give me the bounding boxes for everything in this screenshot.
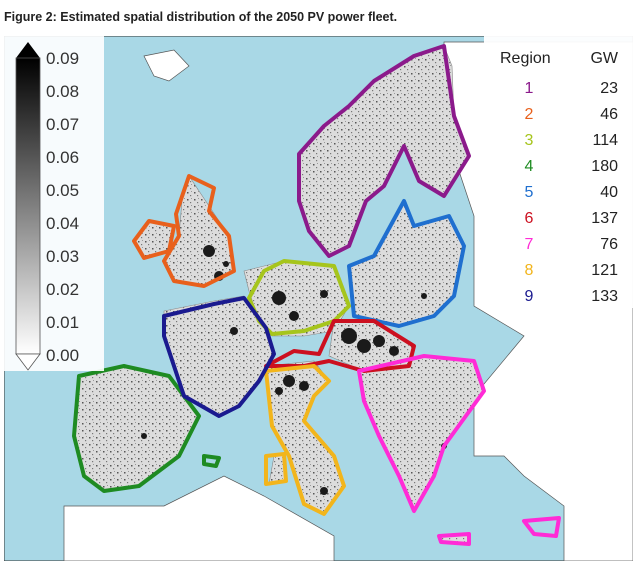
europe-pv-map: 0.09 0.08 0.07 0.06 0.05 0.04 0.03 0.02 …	[3, 35, 634, 562]
legend-region: 3	[525, 132, 534, 149]
region-4-outline	[72, 364, 221, 493]
colorbar-tick: 0.06	[46, 148, 79, 167]
legend-gw: 133	[591, 288, 618, 305]
figure-caption: Figure 2: Estimated spatial distribution…	[4, 10, 398, 24]
legend-region: 5	[525, 184, 534, 201]
colorbar-tick: 0.04	[46, 214, 79, 233]
region-7-outline	[357, 354, 561, 546]
legend-gw: 180	[591, 158, 618, 175]
colorbar-tick: 0.08	[46, 82, 79, 101]
region-9-outline	[162, 296, 276, 418]
legend-gw: 40	[600, 184, 618, 201]
colorbar-tick: 0.05	[46, 181, 79, 200]
region-2-outline	[132, 174, 236, 288]
legend-header-gw: GW	[590, 50, 618, 67]
legend-region: 2	[525, 106, 534, 123]
legend-header-region: Region	[500, 50, 551, 67]
legend-gw: 23	[600, 80, 618, 97]
legend-rows: 1 23 2 46 3 114 4 180 5 40 6 137 7 76 8 …	[525, 80, 619, 305]
legend-region: 8	[525, 262, 534, 279]
legend-gw: 76	[600, 236, 618, 253]
colorbar-tick: 0.09	[46, 49, 79, 68]
legend-region: 7	[525, 236, 534, 253]
legend-gw: 46	[600, 106, 618, 123]
legend-gw: 121	[591, 262, 618, 279]
region-outlines	[72, 44, 561, 546]
colorbar-tick: 0.02	[46, 280, 79, 299]
legend-region: 4	[525, 158, 534, 175]
colorbar: 0.09 0.08 0.07 0.06 0.05 0.04 0.03 0.02 …	[4, 36, 104, 371]
legend-gw: 114	[592, 132, 618, 149]
colorbar-ticks: 0.09 0.08 0.07 0.06 0.05 0.04 0.03 0.02 …	[46, 49, 79, 365]
legend-region: 6	[525, 210, 534, 227]
legend: Region GW 1 23 2 46 3 114 4 180 5 40 6 1…	[484, 36, 633, 308]
colorbar-tick: 0.01	[46, 313, 79, 332]
region-8-outline	[264, 364, 346, 516]
colorbar-tick: 0.00	[46, 346, 79, 365]
legend-gw: 137	[591, 210, 618, 227]
legend-region: 9	[525, 288, 534, 305]
legend-region: 1	[525, 80, 534, 97]
land-domain	[73, 45, 485, 545]
map-figure: 0.09 0.08 0.07 0.06 0.05 0.04 0.03 0.02 …	[3, 35, 634, 562]
colorbar-tick: 0.03	[46, 247, 79, 266]
region-6-outline	[264, 319, 416, 373]
colorbar-tick: 0.07	[46, 115, 79, 134]
region-1-outline	[297, 44, 471, 258]
region-5-outline	[347, 199, 466, 328]
